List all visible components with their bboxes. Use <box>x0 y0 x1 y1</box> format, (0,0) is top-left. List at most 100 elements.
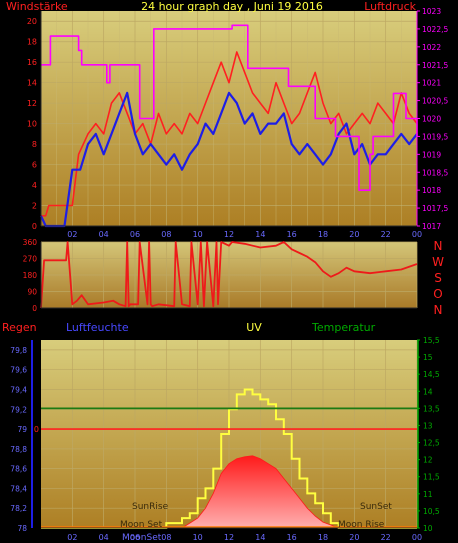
x-tick-label: 18 <box>318 533 328 542</box>
series-line <box>40 241 418 309</box>
y-right-tick-label: 14,5 <box>423 370 440 379</box>
y-tick-label: 0 <box>32 222 37 231</box>
x-tick-label: 10 <box>193 230 203 239</box>
y-right-tick-label: 1019 <box>422 150 441 159</box>
sunrise-annotation: SunRise <box>132 502 169 512</box>
y-right-tick-label: 11,5 <box>423 473 440 482</box>
y-right-tick-label: 1018 <box>422 186 441 195</box>
y-right-tick-label: 1019,5 <box>422 132 448 141</box>
y-right-tick-label: 12,5 <box>423 439 440 448</box>
x-tick-label: 00 <box>412 230 422 239</box>
y-tick-label: 180 <box>23 271 38 280</box>
y-tick-label: 10 <box>27 120 37 129</box>
y-tick-label: 12 <box>27 99 37 108</box>
climate-series <box>41 388 417 529</box>
y-left-tick-label: 78 <box>17 524 27 533</box>
y-right-tick-label: 1020,5 <box>422 97 448 106</box>
solar-area <box>41 455 417 529</box>
x-tick-label: 04 <box>99 533 109 542</box>
x-tick-label: 16 <box>287 230 297 239</box>
y-tick-label: 4 <box>32 181 37 190</box>
y-right-tick-label: 1022,5 <box>422 25 448 34</box>
x-tick-label: 18 <box>318 230 328 239</box>
compass-label: N <box>434 303 443 317</box>
x-tick-label: 02 <box>67 230 77 239</box>
y-left-tick-label: 79,2 <box>10 405 27 414</box>
humidity-label: Luftfeuchte <box>66 321 129 334</box>
rain-tick-label: 0 <box>34 425 39 434</box>
direction-axes: 0 90 180 270 360 <box>23 238 417 313</box>
y-right-tick-label: 1020 <box>422 115 441 124</box>
sunset-annotation: SunSet <box>360 502 392 512</box>
compass-label: O <box>433 287 442 301</box>
series-line <box>41 24 418 191</box>
y-tick-label: 18 <box>27 38 37 47</box>
y-right-tick-label: 1017,5 <box>422 204 448 213</box>
y-tick-label: 270 <box>23 255 38 264</box>
series-line <box>40 91 418 228</box>
chart-title: 24 hour graph day , Juni 19 2016 <box>141 0 323 13</box>
x-tick-label: 08 <box>161 230 171 239</box>
astro-annotations: SunRise SunSet Moon Set Moon Rise <box>120 502 392 530</box>
y-left-tick-label: 78,6 <box>10 465 27 474</box>
y-right-tick-label: 10 <box>423 524 433 533</box>
y-right-tick-label: 11 <box>423 490 433 499</box>
y-left-tick-label: 79,4 <box>10 385 27 394</box>
x-tick-label: 14 <box>255 533 265 542</box>
y-tick-label: 2 <box>32 202 37 211</box>
x-tick-label: 14 <box>255 230 265 239</box>
x-tick-label: 06 <box>130 533 140 542</box>
compass-labels: N W S O N <box>432 239 444 317</box>
x-tick-label: 20 <box>349 230 359 239</box>
x-tick-label: 22 <box>381 533 391 542</box>
y-right-tick-label: 10,5 <box>423 507 440 516</box>
compass-label: W <box>432 255 444 269</box>
wind-axis-label: Windstärke <box>6 0 68 13</box>
wind-series <box>40 24 418 228</box>
compass-label: N <box>434 239 443 253</box>
pressure-axis-label: Luftdruck <box>364 0 416 13</box>
y-right-tick-label: 1017 <box>422 222 441 231</box>
x-tick-label: 12 <box>224 230 234 239</box>
y-left-tick-label: 79 <box>17 425 27 434</box>
x-tick-label: 04 <box>99 230 109 239</box>
y-left-tick-label: 78,4 <box>10 484 27 493</box>
y-left-tick-label: 78,8 <box>10 445 27 454</box>
moonset-axis-annotation: MoonSet <box>122 533 162 543</box>
x-tick-label: 10 <box>193 533 203 542</box>
y-right-tick-label: 13 <box>423 421 433 430</box>
y-right-tick-label: 15 <box>423 353 433 362</box>
y-left-tick-label: 79,6 <box>10 366 27 375</box>
y-right-tick-label: 13,5 <box>423 404 440 413</box>
moonrise-annotation: Moon Rise <box>338 520 385 530</box>
y-right-tick-label: 14 <box>423 387 433 396</box>
y-tick-label: 0 <box>32 304 37 313</box>
rain-label: Regen <box>2 321 37 334</box>
x-tick-label: 08 <box>161 533 171 542</box>
y-tick-label: 360 <box>23 238 38 247</box>
y-right-tick-label: 1021,5 <box>422 61 448 70</box>
y-tick-label: 8 <box>32 140 37 149</box>
y-tick-label: 14 <box>27 79 37 88</box>
y-tick-label: 20 <box>27 17 37 26</box>
y-right-tick-label: 1018,5 <box>422 168 448 177</box>
compass-label: S <box>434 271 442 285</box>
y-right-tick-label: 1021 <box>422 79 441 88</box>
climate-axes: 78 78,2 78,4 78,6 78,8 79 79,2 79,4 79,6 79,8 02 04… <box>10 336 440 542</box>
direction-series <box>40 241 418 309</box>
y-right-tick-label: 1023 <box>422 7 441 16</box>
x-tick-label: 00 <box>412 533 422 542</box>
x-tick-label: 06 <box>130 230 140 239</box>
x-tick-label: 20 <box>349 533 359 542</box>
x-tick-label: 02 <box>67 533 77 542</box>
temperature-label: Temperatur <box>311 321 376 334</box>
y-right-tick-label: 15,5 <box>423 336 440 345</box>
y-left-tick-label: 78,2 <box>10 504 27 513</box>
x-tick-label: 22 <box>381 230 391 239</box>
y-tick-label: 6 <box>32 161 37 170</box>
x-tick-label: 16 <box>287 533 297 542</box>
series-line <box>41 51 418 217</box>
y-right-tick-label: 1022 <box>422 43 441 52</box>
